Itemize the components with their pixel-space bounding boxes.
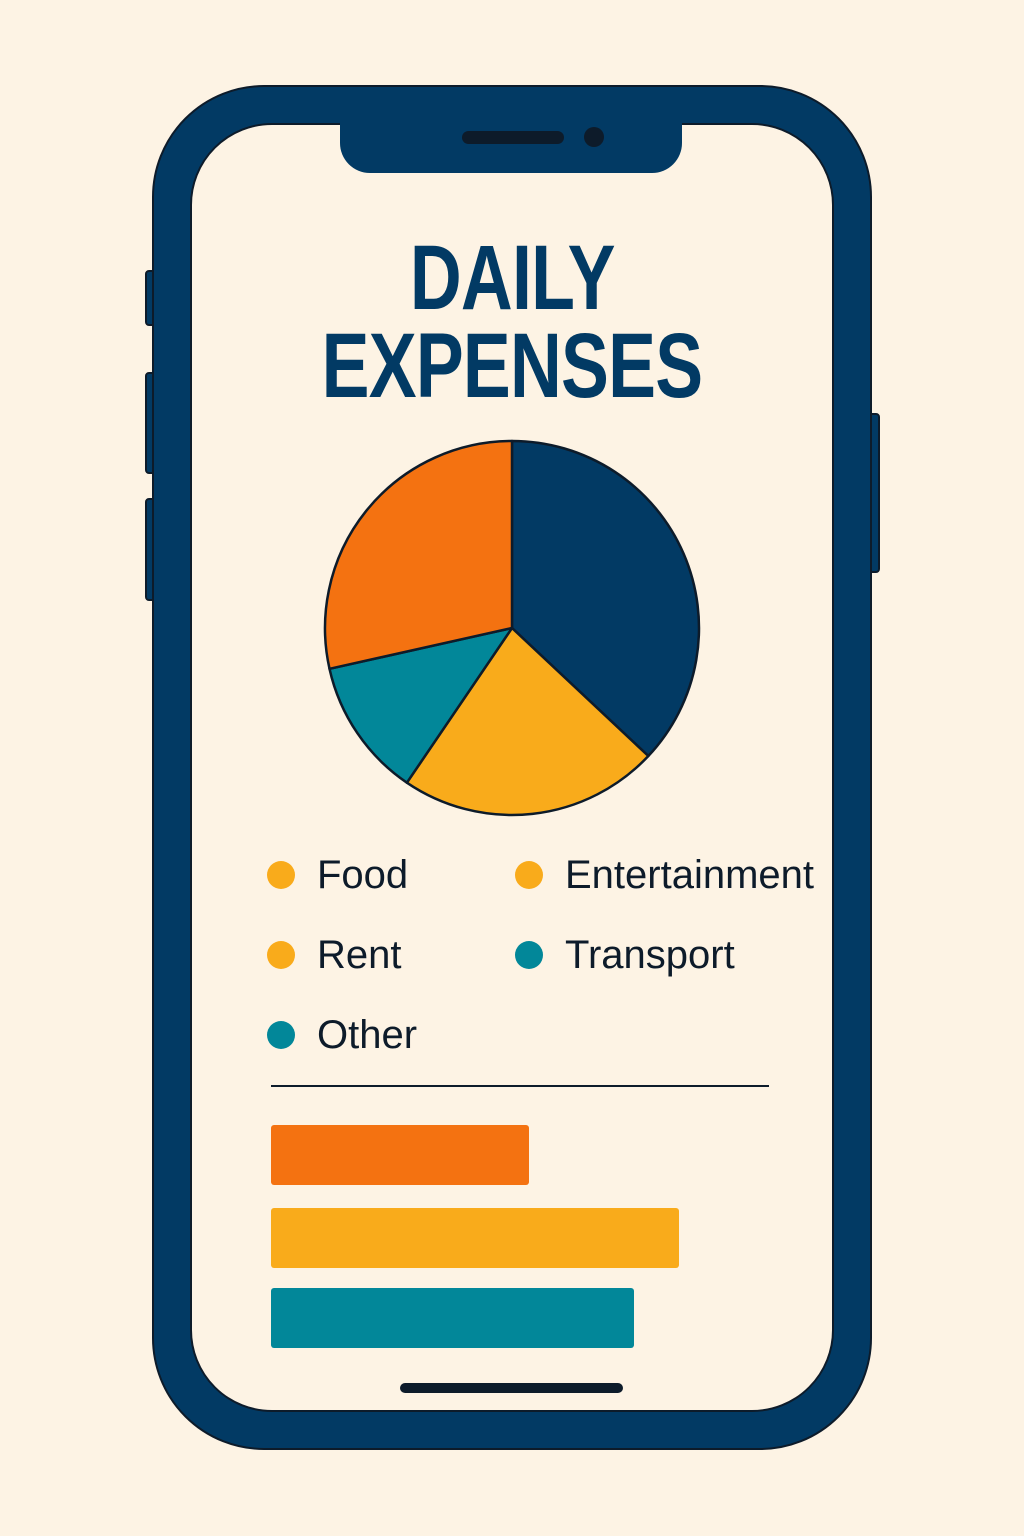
legend-dot-icon <box>267 941 295 969</box>
legend-label: Entertainment <box>565 852 815 897</box>
home-indicator[interactable] <box>400 1383 623 1393</box>
pie-chart <box>323 439 701 817</box>
legend-dot-icon <box>515 941 543 969</box>
legend-item: Entertainment <box>515 850 845 900</box>
title-line-2: EXPENSES <box>321 315 703 417</box>
speaker-icon <box>462 131 564 144</box>
legend-item: Rent <box>267 930 515 980</box>
title-line-1: DAILY <box>409 227 616 329</box>
pie-slice <box>328 626 514 784</box>
pie-slice <box>510 439 701 758</box>
bar <box>271 1208 679 1268</box>
bar <box>271 1125 529 1185</box>
legend-label: Food <box>317 852 409 897</box>
phone-notch <box>340 118 682 173</box>
camera-icon <box>584 127 604 147</box>
divider <box>271 1085 769 1087</box>
legend-dot-icon <box>267 861 295 889</box>
legend-label: Rent <box>317 932 402 977</box>
legend-item: Food <box>267 850 515 900</box>
legend-item: Transport <box>515 930 845 980</box>
legend-dot-icon <box>515 861 543 889</box>
legend-dot-icon <box>267 1021 295 1049</box>
bar <box>271 1288 634 1348</box>
legend: Food Entertainment Rent Transport Other <box>267 850 847 1060</box>
legend-item: Other <box>267 1010 515 1060</box>
pie-slice <box>405 626 650 817</box>
legend-label: Other <box>317 1012 418 1057</box>
legend-label: Transport <box>565 932 735 977</box>
pie-slice <box>323 439 514 671</box>
